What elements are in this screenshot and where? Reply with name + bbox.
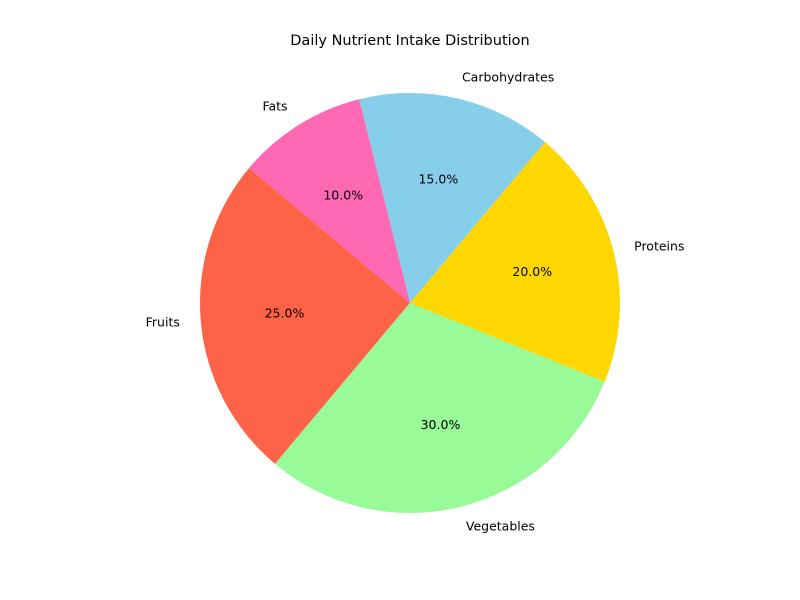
pie-slice-proteins bbox=[410, 142, 621, 382]
slice-label-carbohydrates: Carbohydrates bbox=[462, 69, 554, 84]
percent-label-proteins: 20.0% bbox=[512, 264, 552, 279]
pie-slice-fruits bbox=[199, 168, 410, 464]
percent-label-fruits: 25.0% bbox=[265, 305, 305, 320]
pie-slice-vegetables bbox=[275, 303, 605, 513]
percent-label-carbohydrates: 15.0% bbox=[418, 172, 458, 187]
pie-slices bbox=[199, 92, 621, 513]
slice-label-fats: Fats bbox=[262, 99, 287, 114]
chart-title: Daily Nutrient Intake Distribution bbox=[290, 33, 529, 49]
pie-labels: Fruits 25.0% Vegetables 30.0% Proteins 20.0% C… bbox=[146, 69, 685, 533]
slice-label-fruits: Fruits bbox=[146, 315, 180, 330]
slice-label-vegetables: Vegetables bbox=[466, 519, 535, 534]
percent-label-fats: 10.0% bbox=[323, 188, 363, 203]
pie-slice-carbohydrates bbox=[359, 92, 545, 303]
percent-label-vegetables: 30.0% bbox=[421, 417, 461, 432]
pie-slice-fats bbox=[249, 99, 410, 303]
slice-label-proteins: Proteins bbox=[634, 239, 684, 254]
